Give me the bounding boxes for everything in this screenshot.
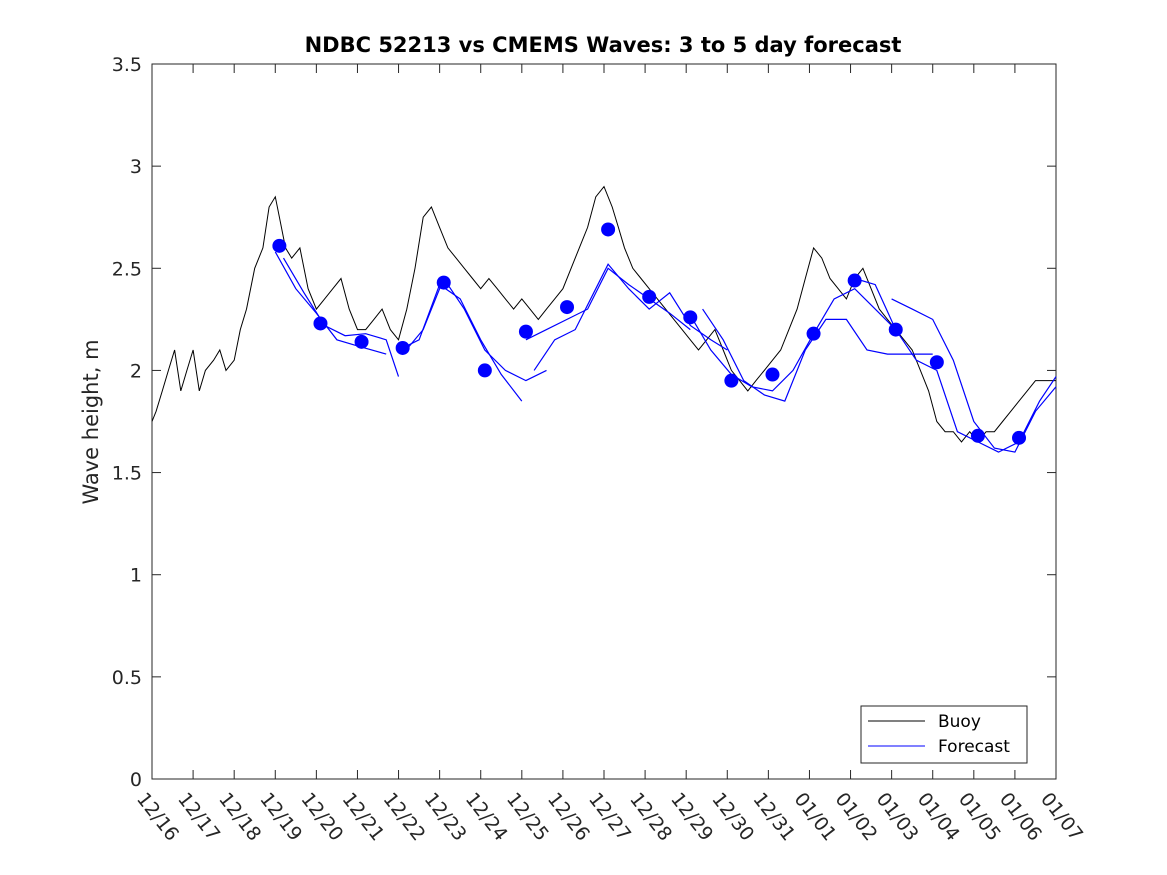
- forecast-marker: [395, 340, 410, 355]
- forecast-line: [402, 277, 547, 382]
- y-axis: 0 0.5 1 1.5 2 2.5 3 3.5: [112, 54, 1056, 791]
- forecast-marker: [765, 367, 780, 382]
- forecast-line: [891, 298, 1057, 453]
- forecast-line: [282, 257, 400, 377]
- forecast-marker: [847, 273, 862, 288]
- forecast-marker: [642, 289, 657, 304]
- forecast-marker: [272, 238, 287, 253]
- legend: Buoy Forecast: [860, 705, 1028, 764]
- y-tick-label: 2.5: [112, 258, 142, 280]
- y-tick-label: 0: [130, 769, 142, 791]
- buoy-line: [151, 185, 1056, 443]
- y-tick-label: 3.5: [112, 54, 142, 76]
- forecast-marker: [313, 316, 328, 331]
- y-tick-label: 1.5: [112, 463, 142, 485]
- forecast-marker: [806, 326, 821, 341]
- forecast-line: [854, 277, 1057, 453]
- forecast-line: [533, 263, 728, 371]
- forecast-marker: [518, 324, 533, 339]
- buoy-series: [151, 185, 1056, 443]
- y-tick-label: 3: [130, 156, 142, 178]
- forecast-marker: [683, 310, 698, 325]
- forecast-marker: [436, 275, 451, 290]
- forecast-marker: [724, 373, 739, 388]
- forecast-marker: [560, 300, 575, 315]
- forecast-markers: [272, 222, 1027, 445]
- forecast-marker: [477, 363, 492, 378]
- y-tick-label: 0.5: [112, 667, 142, 689]
- legend-forecast-label: Forecast: [938, 737, 1010, 757]
- forecast-marker: [888, 322, 903, 337]
- legend-box: [860, 705, 1028, 764]
- forecast-line: [525, 267, 691, 341]
- forecast-marker: [970, 428, 985, 443]
- forecast-marker: [354, 334, 369, 349]
- chart-title: NDBC 52213 vs CMEMS Waves: 3 to 5 day fo…: [305, 33, 902, 57]
- forecast-marker: [1012, 430, 1027, 445]
- forecast-marker: [601, 222, 616, 237]
- forecast-line: [689, 287, 897, 392]
- y-axis-label: Wave height, m: [79, 339, 103, 504]
- axes-frame: [151, 63, 1057, 780]
- y-tick-label: 2: [130, 360, 142, 382]
- forecast-line: [398, 283, 523, 402]
- legend-buoy-label: Buoy: [938, 712, 981, 732]
- forecast-marker: [929, 355, 944, 370]
- y-tick-label: 1: [130, 565, 142, 587]
